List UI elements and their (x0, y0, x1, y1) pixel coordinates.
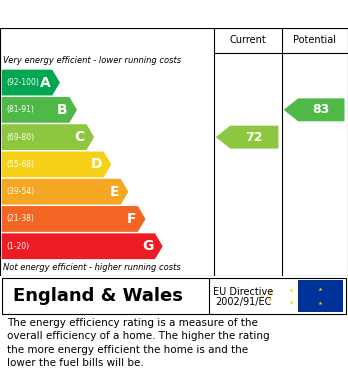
Polygon shape (2, 206, 145, 232)
Polygon shape (2, 233, 163, 259)
Text: The energy efficiency rating is a measure of the
overall efficiency of a home. T: The energy efficiency rating is a measur… (7, 318, 270, 368)
Text: D: D (90, 158, 102, 171)
Text: Potential: Potential (293, 36, 337, 45)
Polygon shape (216, 126, 278, 149)
Text: 83: 83 (313, 103, 330, 117)
Polygon shape (2, 97, 77, 123)
Text: (81-91): (81-91) (6, 105, 34, 114)
Text: Current: Current (230, 36, 266, 45)
Text: Not energy efficient - higher running costs: Not energy efficient - higher running co… (3, 264, 181, 273)
Polygon shape (2, 179, 128, 204)
Text: Very energy efficient - lower running costs: Very energy efficient - lower running co… (3, 56, 182, 65)
Text: (1-20): (1-20) (6, 242, 29, 251)
Text: (21-38): (21-38) (6, 214, 34, 224)
Text: B: B (57, 103, 68, 117)
Text: EU Directive: EU Directive (213, 287, 274, 297)
Text: (39-54): (39-54) (6, 187, 34, 196)
Polygon shape (2, 151, 111, 177)
Bar (298, 280, 343, 312)
Polygon shape (2, 70, 60, 95)
Text: F: F (127, 212, 136, 226)
Text: E: E (110, 185, 119, 199)
Text: Energy Efficiency Rating: Energy Efficiency Rating (69, 7, 279, 22)
Text: A: A (40, 75, 50, 90)
Text: England & Wales: England & Wales (13, 287, 182, 305)
Text: G: G (142, 239, 153, 253)
Text: (55-68): (55-68) (6, 160, 34, 169)
Text: (69-80): (69-80) (6, 133, 34, 142)
Polygon shape (2, 124, 94, 150)
Text: 2002/91/EC: 2002/91/EC (215, 297, 272, 307)
Polygon shape (284, 99, 345, 121)
Text: (92-100): (92-100) (6, 78, 39, 87)
Text: 72: 72 (246, 131, 263, 143)
Text: C: C (74, 130, 85, 144)
